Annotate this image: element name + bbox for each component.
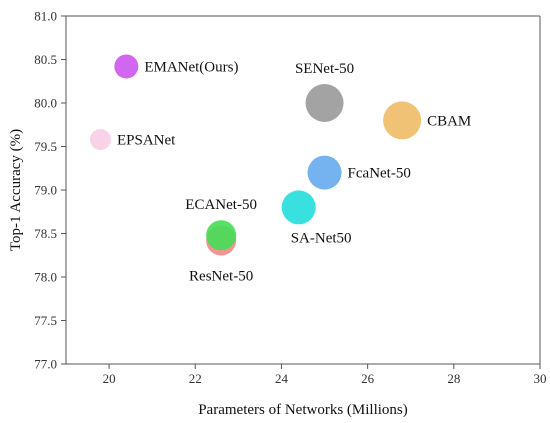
x-tick-label: 22: [189, 371, 202, 386]
data-label: CBAM: [427, 113, 471, 129]
data-label: ResNet-50: [189, 268, 253, 284]
data-point: [281, 190, 316, 225]
y-tick-label: 77.0: [34, 357, 57, 372]
y-tick-label: 78.5: [34, 226, 57, 241]
data-label: FcaNet-50: [348, 166, 411, 182]
x-tick-label: 20: [103, 371, 116, 386]
x-tick-label: 28: [447, 371, 460, 386]
data-point: [114, 54, 139, 79]
data-point: [383, 101, 422, 140]
data-label: SENet-50: [295, 61, 354, 77]
y-tick-label: 79.5: [34, 139, 57, 154]
axes: [65, 15, 541, 365]
x-ticks: 20 22 24 26 28 30: [103, 364, 547, 386]
y-tick-label: 78.0: [34, 270, 57, 285]
y-tick-label: 80.5: [34, 52, 57, 67]
y-tick-label: 79.0: [34, 183, 57, 198]
data-label: EMANet(Ours): [144, 59, 238, 75]
y-tick-label: 77.5: [34, 313, 57, 328]
data-label: EPSANet: [117, 133, 176, 149]
x-axis-title: Parameters of Networks (Millions): [198, 402, 408, 418]
data-label: ECANet-50: [185, 197, 257, 213]
data-labels: EMANet(Ours) EPSANet SENet-50 CBAM FcaNet-50…: [117, 59, 471, 284]
y-ticks: 77.0 77.5 78.0 78.5 79.0 79.5 80.0 80.5 81.0: [34, 9, 66, 372]
data-point: [206, 220, 237, 251]
data-point: [89, 129, 111, 151]
data-label: SA-Net50: [291, 230, 352, 246]
x-tick-label: 26: [361, 371, 375, 386]
y-tick-label: 81.0: [34, 9, 57, 24]
data-point: [305, 84, 344, 122]
x-tick-label: 24: [275, 371, 289, 386]
x-tick-label: 30: [534, 371, 547, 386]
y-tick-label: 80.0: [34, 96, 57, 111]
data-point: [307, 155, 342, 190]
y-axis-title: Top-1 Accuracy (%): [8, 129, 24, 251]
data-points: [89, 54, 422, 256]
